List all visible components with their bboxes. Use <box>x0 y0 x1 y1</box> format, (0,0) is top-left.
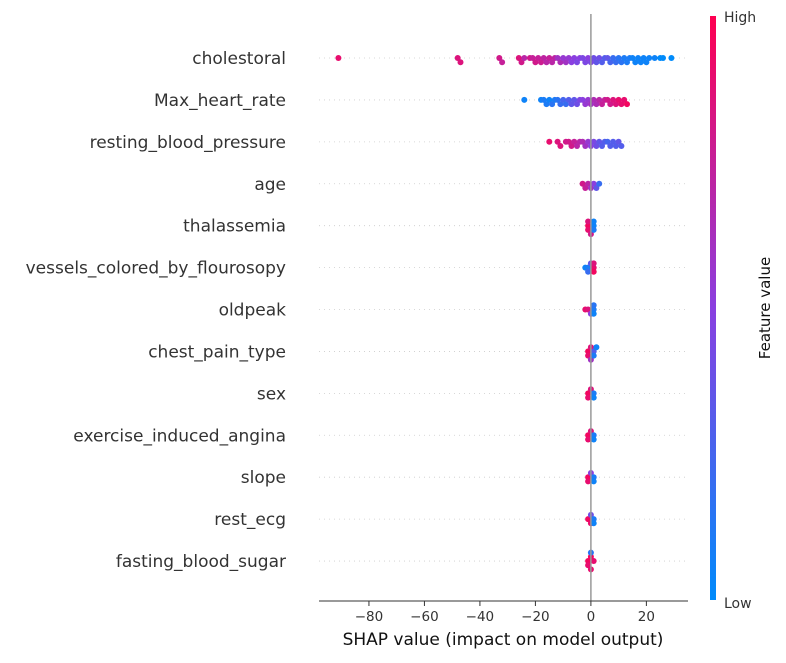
colorbar-gradient <box>710 16 716 600</box>
colorbar-high-label: High <box>724 10 756 26</box>
shap-point <box>521 55 528 61</box>
shap-point <box>590 432 597 439</box>
colorbar-low-label: Low <box>724 596 752 612</box>
feature-rows: cholestoral Max_heart_rate resting_blood_p… <box>26 49 688 572</box>
shap-point <box>557 143 564 149</box>
shap-point <box>590 264 597 271</box>
shap-point <box>335 55 342 61</box>
shap-point <box>668 55 675 61</box>
shap-point <box>590 310 597 317</box>
shap-point <box>590 268 597 275</box>
feature-label: thalassemia <box>183 217 286 237</box>
shap-point <box>590 474 597 481</box>
shap-point <box>499 59 506 66</box>
feature-label: fasting_blood_sugar <box>116 552 286 572</box>
shap-point <box>593 344 600 351</box>
shap-point <box>521 96 528 103</box>
shap-point <box>590 390 597 397</box>
shap-point <box>590 218 597 225</box>
shap-point <box>590 520 597 527</box>
shap-point <box>590 352 597 359</box>
shap-point <box>590 222 597 229</box>
colorbar-title: Feature value <box>756 257 774 359</box>
feature-label: oldpeak <box>219 301 287 321</box>
shap-point <box>590 394 597 401</box>
shap-point <box>624 101 630 108</box>
x-tick-label: −40 <box>466 609 495 625</box>
shap-point <box>585 218 592 225</box>
shap-point <box>590 306 597 313</box>
x-tick-label: −20 <box>521 609 550 625</box>
feature-label: sex <box>257 384 286 404</box>
feature-label: age <box>254 175 286 195</box>
shap-point <box>585 394 592 401</box>
feature-label: resting_blood_pressure <box>90 133 286 153</box>
shap-point <box>646 55 653 61</box>
x-tick-label: 20 <box>638 609 655 625</box>
shap-point <box>590 516 597 523</box>
shap-point <box>590 436 597 443</box>
colorbar: High Low Feature value <box>710 10 774 612</box>
shap-point <box>590 226 597 233</box>
shap-point <box>651 55 658 61</box>
shap-point <box>457 59 464 66</box>
x-tick-label: −60 <box>410 609 439 625</box>
x-tick-label: 0 <box>587 609 596 625</box>
feature-label: slope <box>241 468 286 488</box>
shap-point <box>590 302 597 309</box>
feature-label: vessels_colored_by_flourosopy <box>26 259 286 279</box>
x-tick-label: −80 <box>355 609 384 625</box>
shap-points <box>335 55 675 573</box>
feature-label: rest_ecg <box>214 510 286 530</box>
shap-point <box>596 180 603 187</box>
shap-point <box>590 558 597 564</box>
shap-point <box>618 143 625 149</box>
shap-point <box>585 268 592 275</box>
feature-label: exercise_induced_angina <box>73 426 286 446</box>
x-axis-label: SHAP value (impact on model output) <box>343 630 664 650</box>
x-axis: −80 −60 −40 −20 0 20 <box>319 600 688 625</box>
shap-point <box>546 138 553 145</box>
feature-label: Max_heart_rate <box>154 91 286 111</box>
shap-point <box>590 478 597 485</box>
shap-point <box>590 260 597 267</box>
shap-point <box>585 478 592 485</box>
feature-label: cholestoral <box>192 49 286 69</box>
shap-point <box>585 222 592 229</box>
feature-label: chest_pain_type <box>148 342 286 362</box>
shap-point <box>660 55 666 61</box>
shap-point <box>585 436 592 443</box>
